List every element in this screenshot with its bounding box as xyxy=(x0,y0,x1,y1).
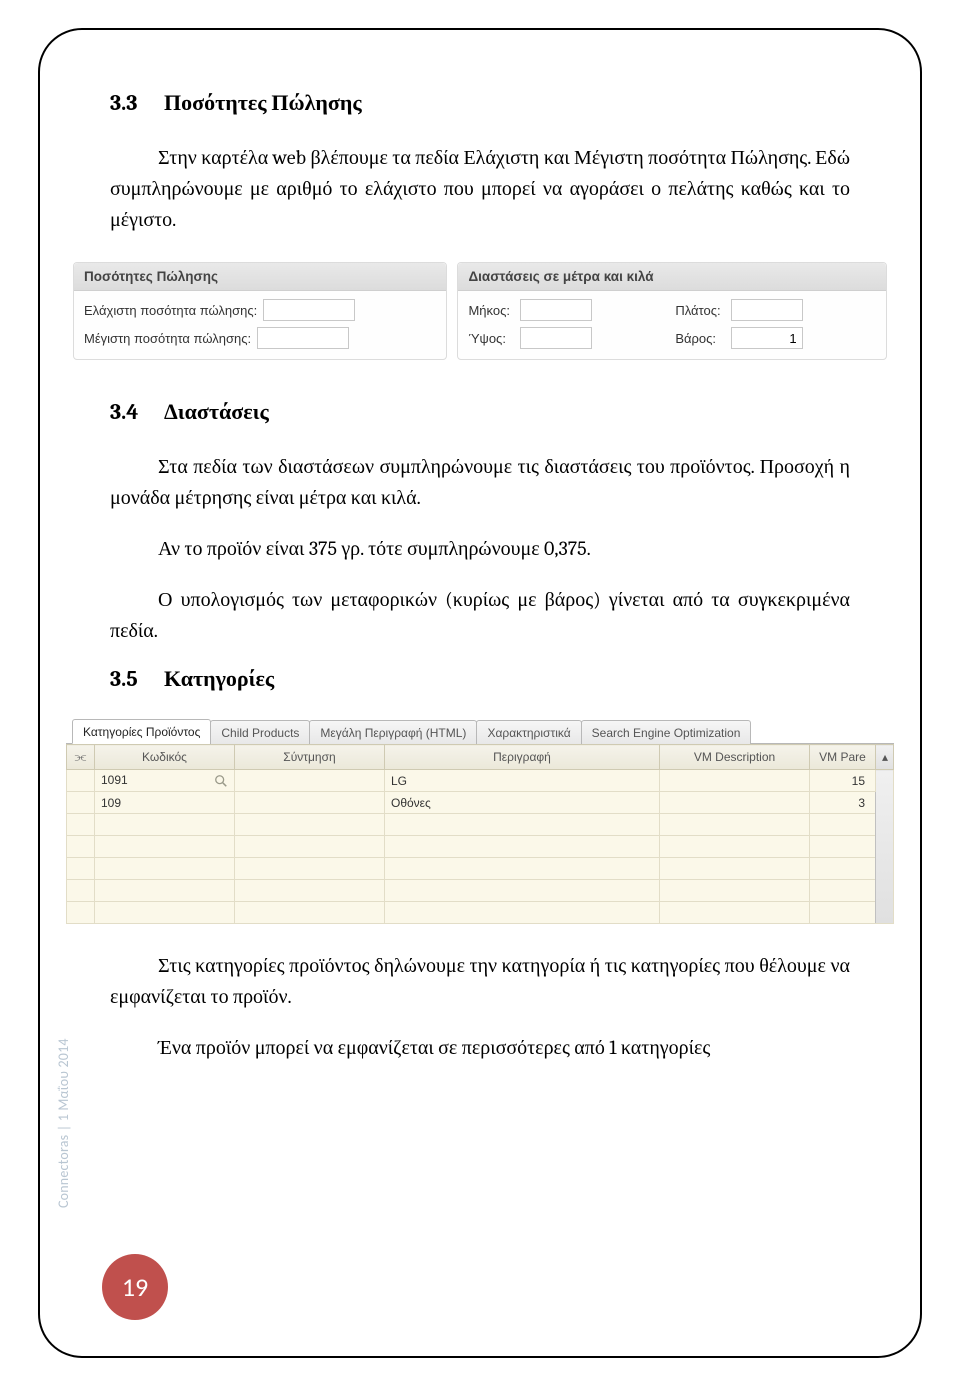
label-width: Πλάτος: xyxy=(675,303,720,318)
paragraph: Στις κατηγορίες προϊόντος δηλώνουμε την … xyxy=(110,950,850,1012)
paragraph: Αν το προϊόν είναι 375 γρ. τότε συμπληρώ… xyxy=(110,533,850,564)
tabs: Κατηγορίες Προϊόντος Child Products Μεγά… xyxy=(66,718,894,744)
tab-child-products[interactable]: Child Products xyxy=(210,720,310,744)
label-length: Μήκος: xyxy=(468,303,510,318)
table-row[interactable]: 1091 LG 15 xyxy=(67,770,894,792)
cell-vmdesc xyxy=(660,792,810,814)
section-number: 3.3 xyxy=(110,90,164,116)
tab-characteristics[interactable]: Χαρακτηριστικά xyxy=(476,720,581,744)
cell-vmpare: 3 xyxy=(810,792,876,814)
input-length[interactable] xyxy=(520,299,592,321)
input-weight[interactable] xyxy=(731,327,803,349)
cell-code: 1091 xyxy=(101,773,128,787)
column-code[interactable]: Κωδικός xyxy=(95,745,235,770)
table-row[interactable] xyxy=(67,902,894,924)
categories-table: ⫘ Κωδικός Σύντμηση Περιγραφή VM Descript… xyxy=(66,744,894,924)
table-row[interactable]: 109 Οθόνες 3 xyxy=(67,792,894,814)
side-watermark: Connectoras | 1 Μαΐου 2014 xyxy=(55,1038,72,1208)
column-link-icon: ⫘ xyxy=(67,745,95,770)
panel-title: Ποσότητες Πώλησης xyxy=(74,263,446,291)
section-3-4-heading: 3.4Διαστάσεις xyxy=(110,399,850,425)
section-title: Διαστάσεις xyxy=(164,399,269,425)
scrollbar-track[interactable] xyxy=(876,770,894,924)
screenshot-categories-grid: Κατηγορίες Προϊόντος Child Products Μεγά… xyxy=(66,718,894,924)
label-max-qty: Μέγιστη ποσότητα πώλησης: xyxy=(84,331,251,346)
cell-short xyxy=(235,792,385,814)
section-number: 3.5 xyxy=(110,666,164,692)
section-3-5-heading: 3.5Κατηγορίες xyxy=(110,666,850,692)
input-min-qty[interactable] xyxy=(263,299,355,321)
input-height[interactable] xyxy=(520,327,592,349)
section-title: Κατηγορίες xyxy=(164,666,274,692)
cell-code: 109 xyxy=(95,792,235,814)
cell-desc: LG xyxy=(385,770,660,792)
section-number: 3.4 xyxy=(110,399,164,425)
label-min-qty: Ελάχιστη ποσότητα πώλησης: xyxy=(84,303,257,318)
cell-short xyxy=(235,770,385,792)
cell-vmpare: 15 xyxy=(810,770,876,792)
panel-dimensions: Διαστάσεις σε μέτρα και κιλά Μήκος: Πλάτ… xyxy=(457,262,887,360)
table-row[interactable] xyxy=(67,858,894,880)
paragraph: Στα πεδία των διαστάσεων συμπληρώνουμε τ… xyxy=(110,451,850,513)
column-desc[interactable]: Περιγραφή xyxy=(385,745,660,770)
tab-html-desc[interactable]: Μεγάλη Περιγραφή (HTML) xyxy=(309,720,477,744)
scroll-up-icon[interactable]: ▴ xyxy=(876,745,894,770)
column-short[interactable]: Σύντμηση xyxy=(235,745,385,770)
input-width[interactable] xyxy=(731,299,803,321)
paragraph: Στην καρτέλα web βλέπουμε τα πεδία Ελάχι… xyxy=(110,142,850,235)
paragraph: Ο υπολογισμός των μεταφορικών (κυρίως με… xyxy=(110,584,850,646)
table-row[interactable] xyxy=(67,814,894,836)
cell-desc: Οθόνες xyxy=(385,792,660,814)
table-row[interactable] xyxy=(67,836,894,858)
label-height: Ύψος: xyxy=(468,331,510,346)
screenshot-quantities-dimensions: Ποσότητες Πώλησης Ελάχιστη ποσότητα πώλη… xyxy=(66,255,894,363)
link-icon: ⫘ xyxy=(75,749,87,764)
label-weight: Βάρος: xyxy=(675,331,720,346)
tab-categories[interactable]: Κατηγορίες Προϊόντος xyxy=(72,719,211,744)
section-3-3-heading: 3.3Ποσότητες Πώλησης xyxy=(110,90,850,116)
page-number-badge: 19 xyxy=(102,1254,168,1320)
search-icon[interactable] xyxy=(214,773,228,788)
column-vmdesc[interactable]: VM Description xyxy=(660,745,810,770)
paragraph: Ένα προϊόν μπορεί να εμφανίζεται σε περι… xyxy=(110,1032,850,1063)
column-vmpare[interactable]: VM Pare xyxy=(810,745,876,770)
panel-quantities: Ποσότητες Πώλησης Ελάχιστη ποσότητα πώλη… xyxy=(73,262,447,360)
section-title: Ποσότητες Πώλησης xyxy=(164,90,362,116)
tab-seo[interactable]: Search Engine Optimization xyxy=(581,720,752,744)
table-row[interactable] xyxy=(67,880,894,902)
input-max-qty[interactable] xyxy=(257,327,349,349)
panel-title: Διαστάσεις σε μέτρα και κιλά xyxy=(458,263,886,291)
cell-vmdesc xyxy=(660,770,810,792)
